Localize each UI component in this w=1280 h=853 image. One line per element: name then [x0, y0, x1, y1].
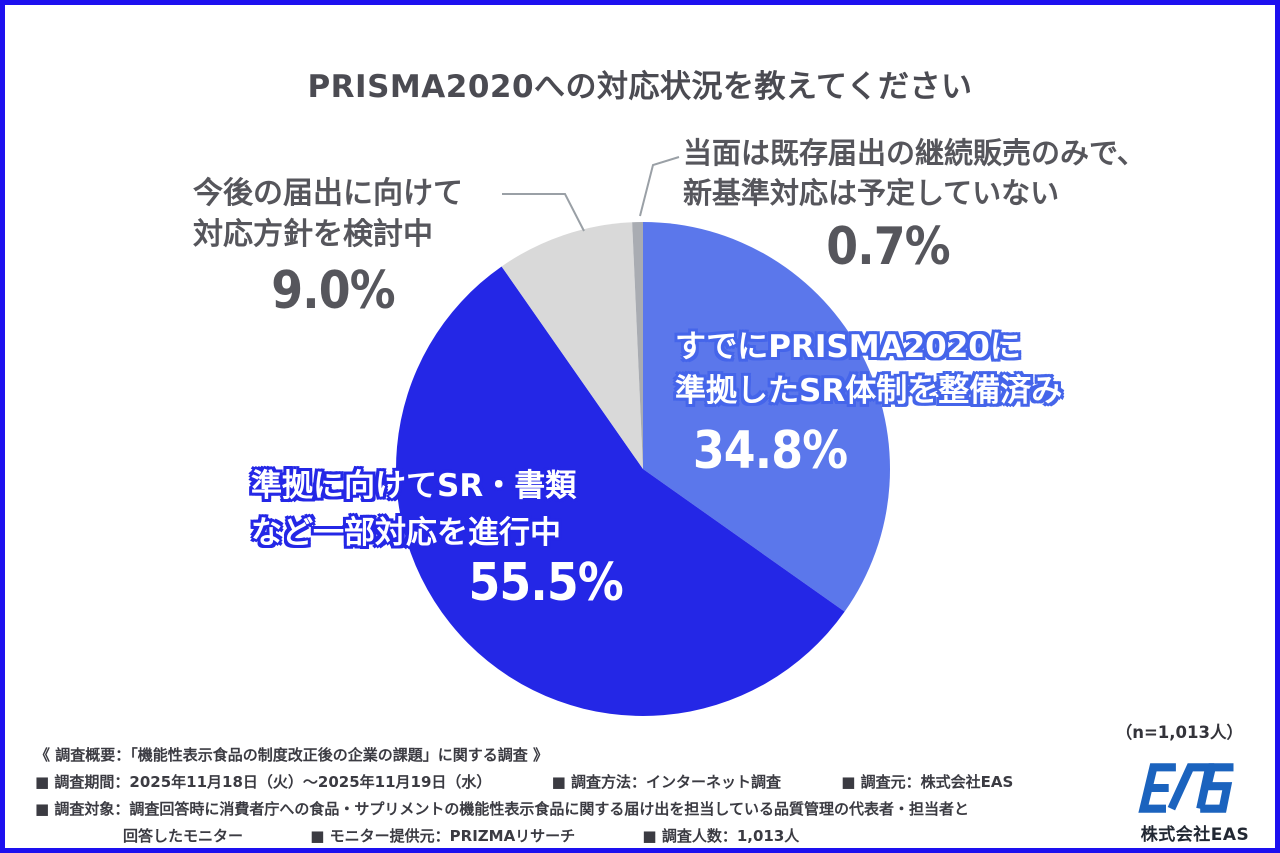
survey-method: ■ 調査方法：インターネット調査 [551, 773, 782, 791]
page-title: PRISMA2020への対応状況を教えてください [307, 69, 973, 105]
callout-considering-label: 今後の届出に向けて 対応方針を検討中 [193, 173, 463, 255]
callout-existing-line2: 準拠したSR体制を整備済み [675, 373, 1063, 409]
pie-slices-group [396, 222, 891, 716]
survey-line-4: 回答したモニター ■ モニター提供元：PRIZMAリサーチ ■ 調査人数：1,0… [35, 823, 1013, 848]
logo-letter-e [1138, 763, 1176, 813]
callout-considering-line1: 今後の届出に向けて [193, 176, 463, 211]
survey-target: ■ 調査対象：調査回答時に消費者庁への食品・サプリメントの機能性表示食品に関する… [35, 800, 969, 818]
company-name: 株式会社EAS [1140, 825, 1250, 845]
survey-source: ■ 調査元：株式会社EAS [841, 773, 1014, 791]
pie-slice-1 [643, 222, 891, 612]
callout-existing-pct: 34.8% [692, 421, 848, 481]
survey-overview: 《 調査概要：「機能性表示食品の制度改正後の企業の課題」に関する調査 》 ■ 調… [35, 742, 1013, 848]
survey-line-2: ■ 調査期間：2025年11月18日（火）〜2025年11月19日（水） ■ 調… [35, 769, 1013, 796]
survey-monitor: ■ モニター提供元：PRIZMAリサーチ [310, 827, 576, 845]
survey-target-cont: 回答したモニター [123, 827, 244, 845]
sample-size-label: （n=1,013人） [1115, 723, 1243, 742]
eas-logo-icon [1138, 761, 1248, 815]
pie-slice-3 [501, 222, 643, 469]
leader-line-considering-slice [502, 193, 585, 232]
callout-none-pct: 0.7% [826, 217, 950, 277]
leader-line-none-slice [639, 156, 680, 217]
callout-existing-line1: すでにPRISMA2020に [675, 329, 1021, 365]
callout-considering-pct-wrap: 9.0% [193, 261, 473, 321]
callout-existing-label: すでにPRISMA2020に 準拠したSR体制を整備済み [675, 325, 1062, 413]
callout-none-line1: 当面は既存届出の継続販売のみで、 [683, 136, 1146, 170]
survey-overview-title: 《 調査概要：「機能性表示食品の制度改正後の企業の課題」に関する調査 》 [35, 746, 548, 764]
pie-slice-2 [396, 266, 845, 716]
pie-slice-4 [632, 222, 643, 469]
callout-none-line2: 新基準対応は予定していない [683, 176, 1060, 210]
callout-existing-pct-wrap: 34.8% [645, 421, 895, 481]
pie-chart [396, 156, 891, 716]
callout-progress-pct: 55.5% [468, 553, 623, 613]
callout-none-label: 当面は既存届出の継続販売のみで、 新基準対応は予定していない [683, 133, 1146, 213]
survey-count: ■ 調査人数：1,013人 [642, 827, 800, 845]
callout-considering-pct: 9.0% [271, 261, 395, 321]
callout-none-pct-wrap: 0.7% [683, 217, 1093, 277]
logo-letter-s [1200, 763, 1234, 813]
callout-progress-line1: 準拠に向けてSR・書類 [251, 468, 577, 504]
callout-progress-label: 準拠に向けてSR・書類 など一部対応を進行中 [251, 463, 576, 557]
callout-progress-pct-wrap: 55.5% [385, 553, 638, 613]
survey-period: ■ 調査期間：2025年11月18日（火）〜2025年11月19日（水） [35, 773, 492, 791]
callout-considering-line2: 対応方針を検討中 [193, 217, 433, 252]
callout-progress-line2: など一部対応を進行中 [251, 515, 561, 551]
